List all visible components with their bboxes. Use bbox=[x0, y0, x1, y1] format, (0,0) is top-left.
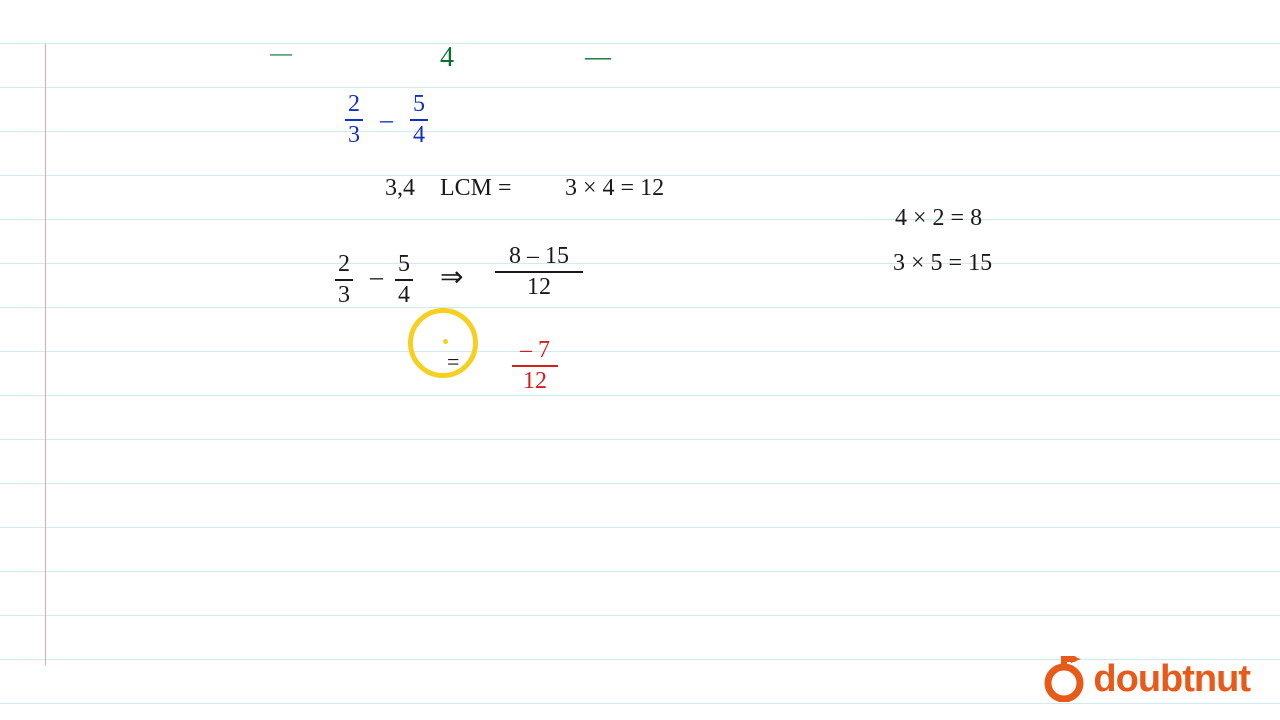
fraction-den: 4 bbox=[410, 121, 428, 150]
doubtnut-logo: doubtnut bbox=[1041, 656, 1250, 702]
fraction-2-3-b: 2 3 bbox=[335, 250, 353, 310]
fraction-num: 5 bbox=[395, 250, 413, 281]
fraction-num: 5 bbox=[410, 90, 428, 121]
fraction-2-3: 2 3 bbox=[345, 90, 363, 150]
answer-fraction: – 7 12 bbox=[512, 336, 558, 396]
lcm-calc: 3 × 4 = 12 bbox=[565, 175, 664, 202]
side-calc-1: 4 × 2 = 8 bbox=[895, 205, 982, 232]
fraction-num: – 7 bbox=[512, 336, 558, 367]
fraction-num: 8 – 15 bbox=[495, 242, 583, 273]
fraction-result: 8 – 15 12 bbox=[495, 242, 583, 302]
green-mark-3: — bbox=[585, 42, 611, 72]
fraction-den: 3 bbox=[345, 121, 363, 150]
green-mark-1: — bbox=[270, 40, 292, 66]
logo-text: doubtnut bbox=[1093, 658, 1250, 701]
fraction-num: 2 bbox=[345, 90, 363, 121]
highlight-dot bbox=[443, 339, 448, 344]
fraction-den: 4 bbox=[395, 281, 413, 310]
fraction-den: 12 bbox=[524, 273, 554, 302]
lcm-prefix: 3,4 bbox=[385, 175, 415, 202]
fraction-5-4: 5 4 bbox=[410, 90, 428, 150]
logo-icon bbox=[1041, 656, 1087, 702]
handwriting-content: — 4 — 2 3 – 5 4 3,4 LCM = 3 × 4 = 12 4 ×… bbox=[0, 0, 1280, 720]
minus-sign-b: – bbox=[370, 262, 383, 292]
fraction-5-4-b: 5 4 bbox=[395, 250, 413, 310]
fraction-num: 2 bbox=[335, 250, 353, 281]
arrow-implies: ⇒ bbox=[440, 260, 463, 294]
minus-sign: – bbox=[380, 105, 393, 135]
lcm-label: LCM = bbox=[440, 175, 512, 202]
green-mark-2: 4 bbox=[440, 42, 454, 74]
fraction-den: 12 bbox=[520, 367, 550, 396]
fraction-den: 3 bbox=[335, 281, 353, 310]
side-calc-2: 3 × 5 = 15 bbox=[893, 250, 992, 277]
equals-sign: = bbox=[447, 349, 459, 375]
